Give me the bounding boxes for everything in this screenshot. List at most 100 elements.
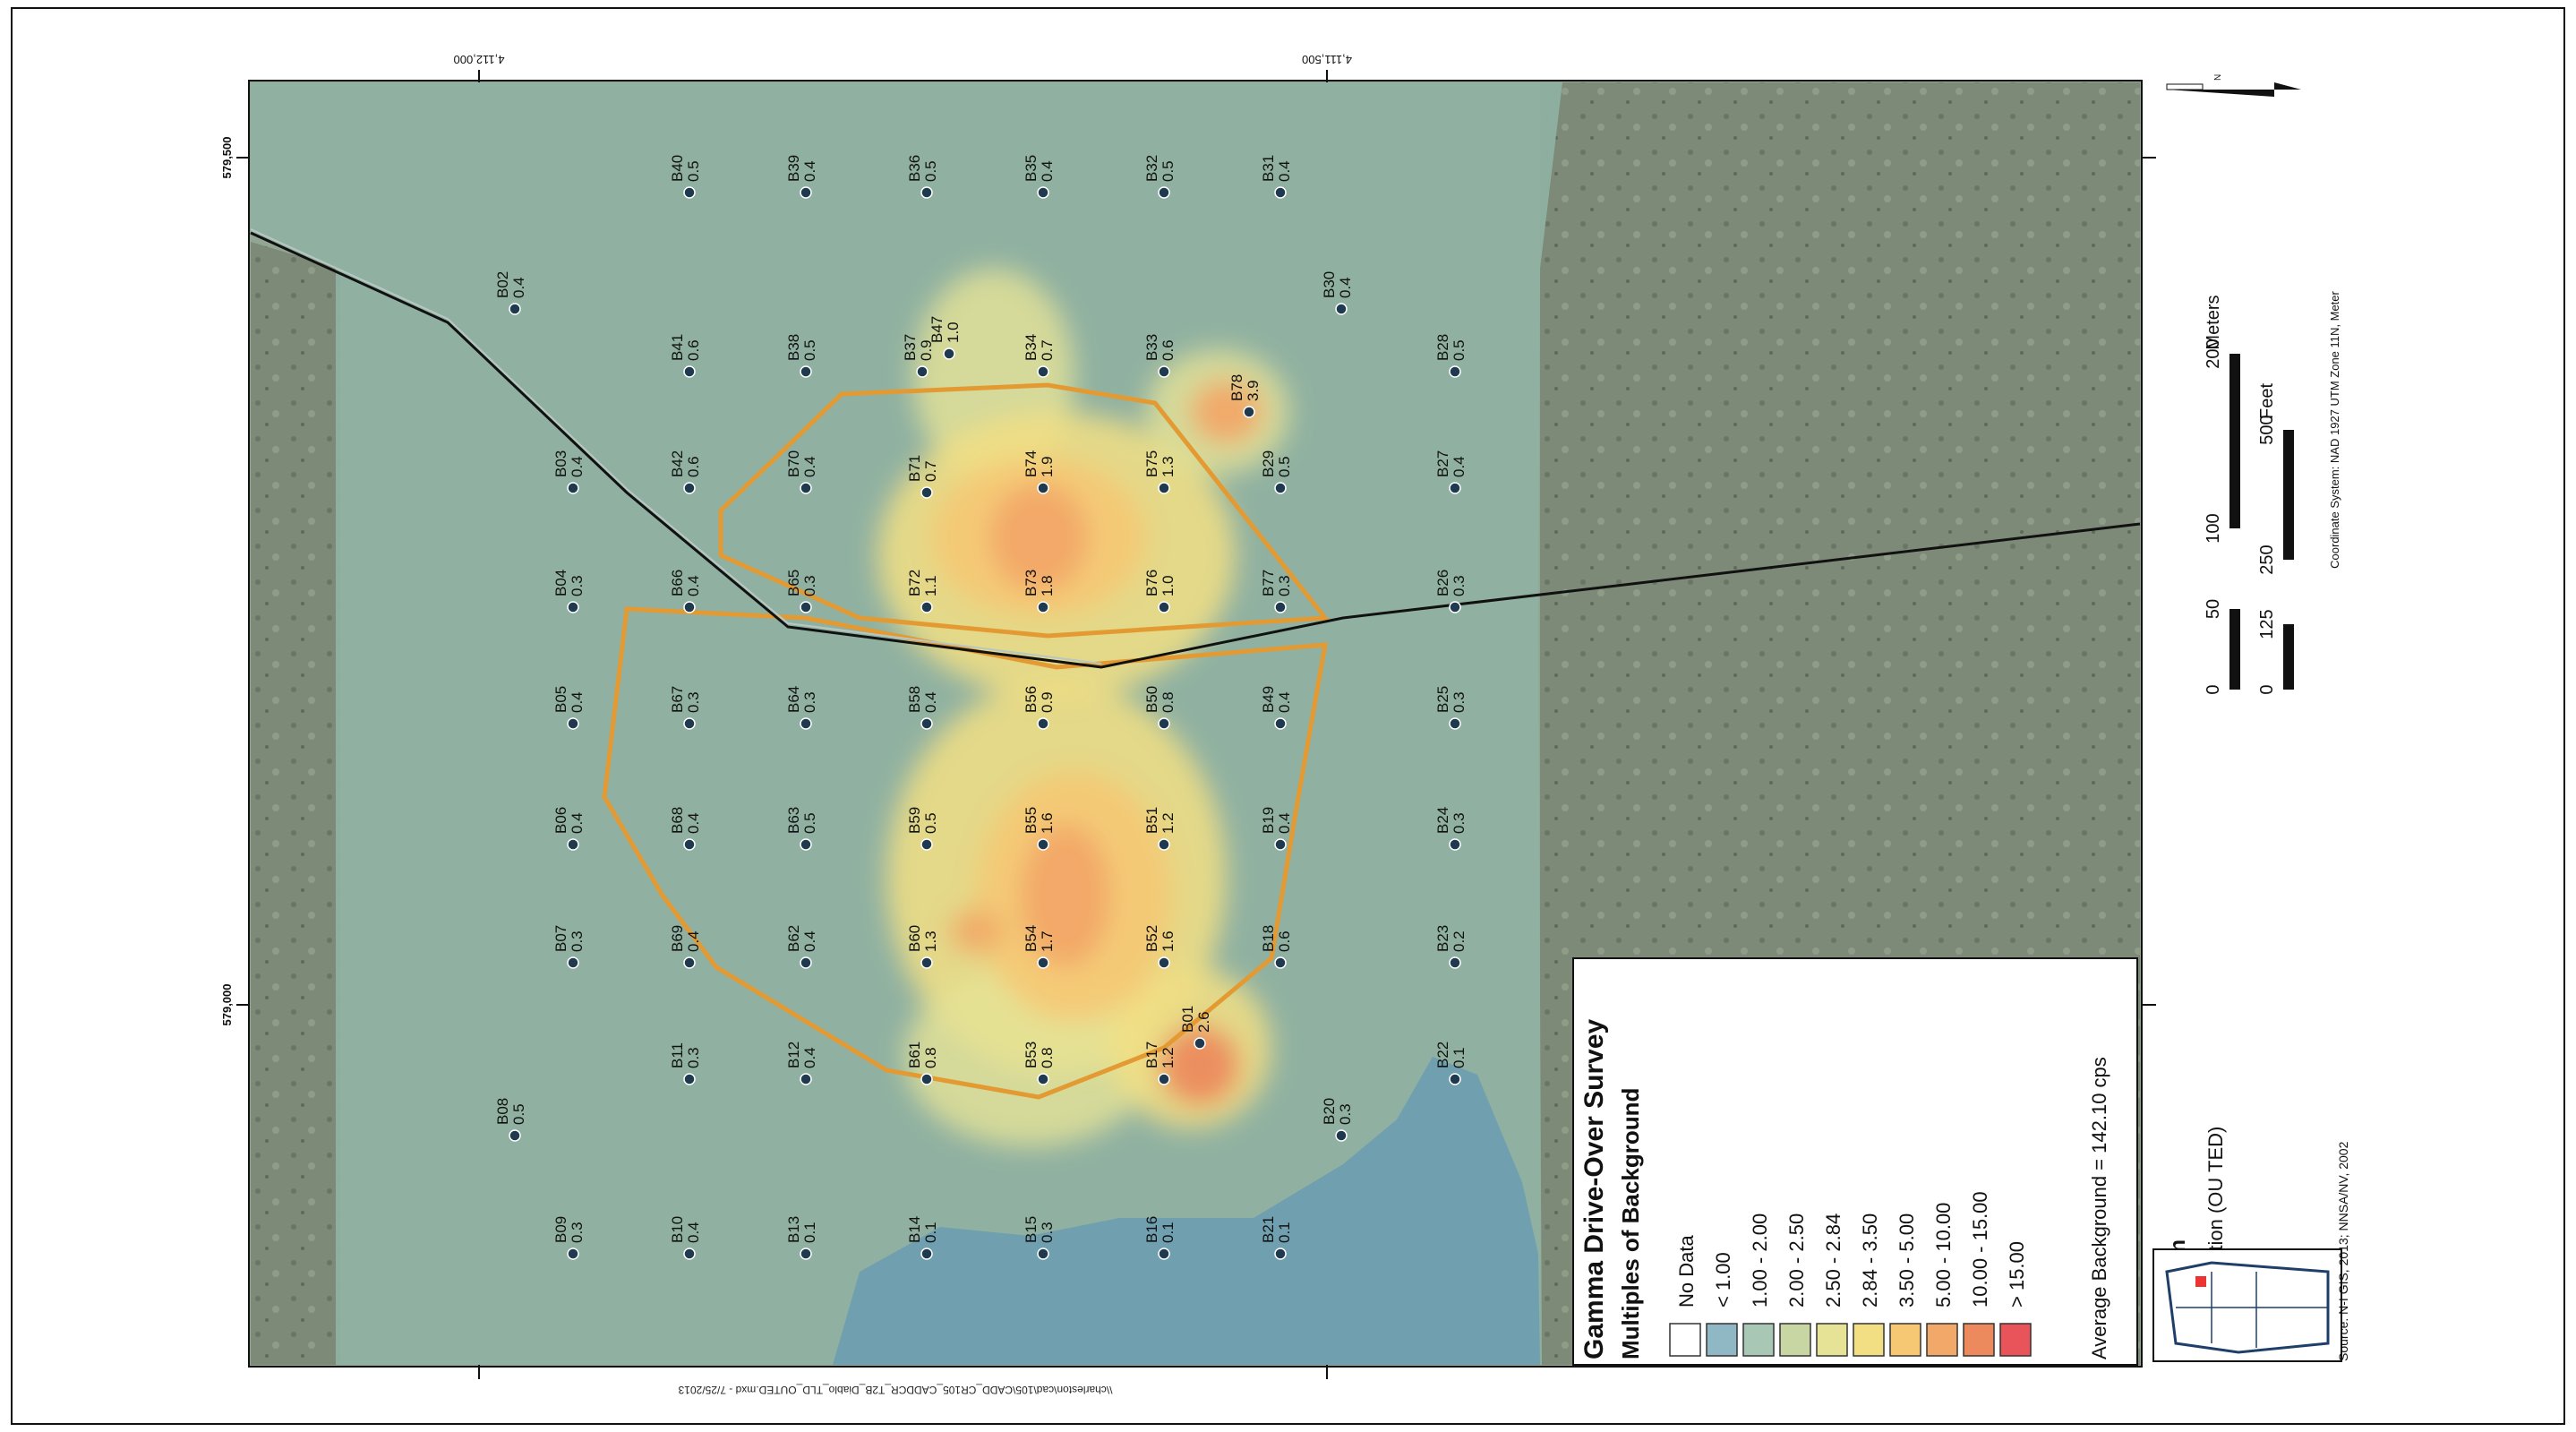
tld-point-marker[interactable] [1037,838,1049,851]
tld-point-marker[interactable] [683,186,696,199]
tld-point[interactable]: B09 0.3 [552,1216,586,1260]
tld-point-marker[interactable] [800,482,812,494]
tld-point[interactable]: B47 1.0 [929,316,962,360]
tld-point[interactable]: B34 0.7 [1023,334,1056,378]
tld-point[interactable]: B29 0.5 [1260,450,1293,494]
tld-point[interactable]: B63 0.5 [785,807,818,851]
tld-point-marker[interactable] [1274,956,1287,969]
tld-point-marker[interactable] [920,1248,933,1260]
tld-point-marker[interactable] [1158,1073,1170,1085]
tld-point[interactable]: B14 0.1 [906,1216,939,1260]
tld-point[interactable]: B13 0.1 [785,1216,818,1260]
tld-point[interactable]: B16 0.1 [1143,1216,1177,1260]
tld-point-marker[interactable] [1335,303,1348,315]
tld-point-marker[interactable] [1158,186,1170,199]
tld-point[interactable]: B71 0.7 [906,455,939,499]
tld-point-marker[interactable] [567,1248,579,1260]
tld-point[interactable]: B50 0.8 [1143,686,1177,730]
tld-point-marker[interactable] [1158,482,1170,494]
tld-point[interactable]: B73 1.8 [1023,570,1056,613]
tld-point-marker[interactable] [1158,1248,1170,1260]
tld-point[interactable]: B17 1.2 [1143,1042,1177,1085]
tld-point-marker[interactable] [683,717,696,730]
tld-point-marker[interactable] [1037,1073,1049,1085]
tld-point-marker[interactable] [916,365,929,378]
tld-point-marker[interactable] [509,303,521,315]
tld-point[interactable]: B75 1.3 [1143,450,1177,494]
tld-point-marker[interactable] [1274,186,1287,199]
tld-point[interactable]: B77 0.3 [1260,570,1293,613]
tld-point-marker[interactable] [800,601,812,613]
tld-point-marker[interactable] [1274,838,1287,851]
tld-point-marker[interactable] [683,365,696,378]
tld-point-marker[interactable] [567,717,579,730]
tld-point-marker[interactable] [683,1073,696,1085]
tld-point[interactable]: B30 0.4 [1321,271,1354,315]
tld-point-marker[interactable] [920,1073,933,1085]
tld-point-marker[interactable] [683,482,696,494]
tld-point[interactable]: B32 0.5 [1143,155,1177,199]
tld-point-marker[interactable] [1274,717,1287,730]
tld-point-marker[interactable] [1449,482,1461,494]
tld-point[interactable]: B52 1.6 [1143,925,1177,969]
tld-point-marker[interactable] [1335,1129,1348,1142]
tld-point[interactable]: B54 1.7 [1023,925,1056,969]
tld-point-marker[interactable] [800,956,812,969]
tld-point[interactable]: B42 0.6 [669,450,702,494]
tld-point[interactable]: B56 0.9 [1023,686,1056,730]
tld-point[interactable]: B11 0.3 [669,1042,702,1085]
tld-point-marker[interactable] [567,956,579,969]
tld-point-marker[interactable] [920,838,933,851]
tld-point[interactable]: B18 0.6 [1260,925,1293,969]
tld-point[interactable]: B59 0.5 [906,807,939,851]
tld-point[interactable]: B03 0.4 [552,450,586,494]
tld-point-marker[interactable] [1194,1037,1206,1050]
tld-point-marker[interactable] [509,1129,521,1142]
tld-point-marker[interactable] [683,601,696,613]
tld-point-marker[interactable] [567,601,579,613]
tld-point[interactable]: B31 0.4 [1260,155,1293,199]
tld-point[interactable]: B15 0.3 [1023,1216,1056,1260]
tld-point[interactable]: B40 0.5 [669,155,702,199]
tld-point-marker[interactable] [683,956,696,969]
tld-point[interactable]: B33 0.6 [1143,334,1177,378]
tld-point[interactable]: B36 0.5 [906,155,939,199]
tld-point[interactable]: B21 0.1 [1260,1216,1293,1260]
tld-point[interactable]: B69 0.4 [669,925,702,969]
tld-point[interactable]: B60 1.3 [906,925,939,969]
tld-point[interactable]: B53 0.8 [1023,1042,1056,1085]
tld-point-marker[interactable] [1449,717,1461,730]
tld-point[interactable]: B39 0.4 [785,155,818,199]
tld-point[interactable]: B24 0.3 [1434,807,1468,851]
tld-point-marker[interactable] [800,365,812,378]
tld-point[interactable]: B49 0.4 [1260,686,1293,730]
tld-point[interactable]: B51 1.2 [1143,807,1177,851]
tld-point-marker[interactable] [920,601,933,613]
tld-point[interactable]: B74 1.9 [1023,450,1056,494]
tld-point-marker[interactable] [1158,601,1170,613]
tld-point-marker[interactable] [1037,186,1049,199]
tld-point-marker[interactable] [1449,365,1461,378]
tld-point[interactable]: B25 0.3 [1434,686,1468,730]
tld-point-marker[interactable] [683,838,696,851]
tld-point-marker[interactable] [920,717,933,730]
tld-point[interactable]: B67 0.3 [669,686,702,730]
tld-point[interactable]: B35 0.4 [1023,155,1056,199]
tld-point[interactable]: B02 0.4 [494,271,527,315]
tld-point-marker[interactable] [920,486,933,499]
tld-point-marker[interactable] [1243,406,1255,418]
tld-point[interactable]: B68 0.4 [669,807,702,851]
tld-point-marker[interactable] [1449,1073,1461,1085]
tld-point[interactable]: B12 0.4 [785,1042,818,1085]
tld-point-marker[interactable] [1449,838,1461,851]
tld-point[interactable]: B22 0.1 [1434,1042,1468,1085]
tld-point[interactable]: B78 3.9 [1228,374,1262,418]
tld-point[interactable]: B10 0.4 [669,1216,702,1260]
tld-point-marker[interactable] [1274,601,1287,613]
tld-point[interactable]: B38 0.5 [785,334,818,378]
tld-point-marker[interactable] [920,186,933,199]
tld-point-marker[interactable] [1037,365,1049,378]
tld-point[interactable]: B19 0.4 [1260,807,1293,851]
tld-point[interactable]: B61 0.8 [906,1042,939,1085]
tld-point[interactable]: B70 0.4 [785,450,818,494]
